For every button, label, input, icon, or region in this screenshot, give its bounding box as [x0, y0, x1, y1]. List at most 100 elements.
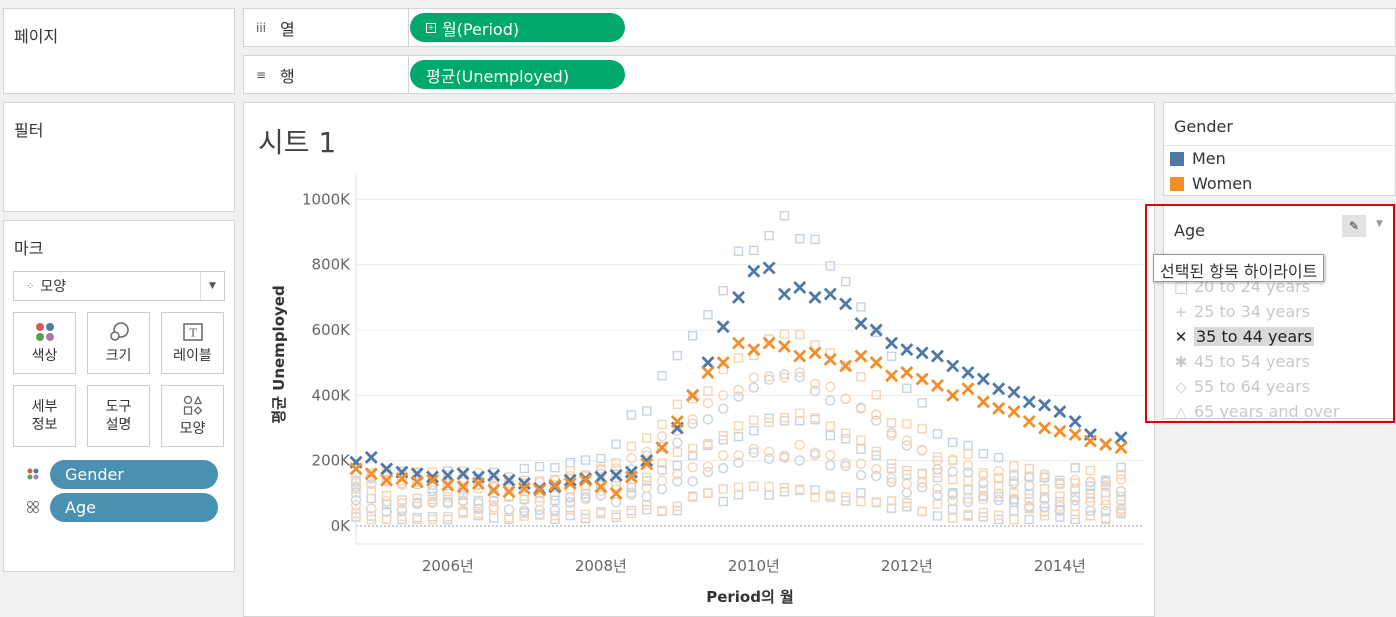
- men-35-44-point[interactable]: [1007, 385, 1021, 399]
- men-35-44-point[interactable]: [456, 467, 470, 481]
- men-35-44-point[interactable]: [426, 470, 439, 484]
- women-35-44-point[interactable]: [961, 382, 975, 396]
- women-35-44-point[interactable]: [456, 480, 470, 494]
- men-35-44-point[interactable]: [930, 349, 944, 363]
- gender-pill[interactable]: Gender: [50, 460, 218, 489]
- women-35-44-point[interactable]: [548, 478, 562, 492]
- women-35-44-point[interactable]: [1068, 428, 1082, 442]
- men-35-44-point[interactable]: [1068, 414, 1082, 428]
- men-35-44-point[interactable]: [732, 290, 746, 304]
- men-35-44-point[interactable]: [502, 473, 516, 487]
- women-35-44-point[interactable]: [762, 336, 776, 350]
- men-35-44-point[interactable]: [777, 287, 791, 301]
- legend-item-35-44[interactable]: ✕ 35 to 44 years: [1174, 327, 1315, 346]
- period-pill[interactable]: + 월(Period): [410, 13, 625, 42]
- men-35-44-point[interactable]: [441, 468, 455, 482]
- men-35-44-point[interactable]: [1114, 431, 1128, 445]
- women-35-44-point[interactable]: [1114, 441, 1128, 455]
- women-35-44-point[interactable]: [655, 441, 669, 455]
- women-35-44-point[interactable]: [854, 349, 868, 363]
- women-35-44-point[interactable]: [793, 349, 807, 363]
- women-35-44-point[interactable]: [609, 486, 623, 500]
- men-35-44-point[interactable]: [976, 372, 990, 386]
- men-35-44-point[interactable]: [701, 356, 715, 370]
- women-35-44-point[interactable]: [885, 369, 899, 383]
- scatter-chart[interactable]: 0K 200K 400K 600K 800K 1000K 2006년 2008년 2010년 20…: [244, 103, 1154, 616]
- size-button[interactable]: 크기: [87, 312, 150, 374]
- women-35-44-point[interactable]: [640, 457, 654, 471]
- legend-item-55-64[interactable]: ◇ 55 to 64 years: [1174, 377, 1310, 396]
- women-35-44-point[interactable]: [946, 388, 960, 402]
- women-35-44-point[interactable]: [563, 477, 577, 491]
- women-35-44-point[interactable]: [686, 388, 700, 402]
- women-35-44-point[interactable]: [1083, 434, 1097, 448]
- men-35-44-point[interactable]: [823, 287, 837, 301]
- women-35-44-point[interactable]: [471, 477, 485, 491]
- tooltip-button[interactable]: 도구 설명: [87, 385, 150, 447]
- women-35-44-point[interactable]: [1022, 414, 1036, 428]
- men-35-44-point[interactable]: [762, 261, 776, 275]
- women-35-44-point[interactable]: [380, 473, 394, 487]
- men-35-44-point[interactable]: [808, 290, 822, 304]
- women-35-44-point[interactable]: [930, 379, 944, 393]
- women-35-44-point[interactable]: [732, 336, 746, 350]
- women-35-44-point[interactable]: [839, 359, 853, 373]
- women-35-44-point[interactable]: [777, 339, 791, 353]
- legend-item-men[interactable]: Men: [1170, 149, 1226, 168]
- legend-item-25-34[interactable]: + 25 to 34 years: [1174, 302, 1310, 321]
- women-35-44-point[interactable]: [823, 352, 837, 366]
- legend-item-women[interactable]: Women: [1170, 174, 1252, 193]
- men-35-44-point[interactable]: [716, 320, 730, 334]
- color-button[interactable]: 색상: [13, 312, 76, 374]
- men-35-44-point[interactable]: [961, 365, 975, 379]
- women-35-44-point[interactable]: [747, 343, 761, 357]
- mark-type-dropdown[interactable]: ⁘ 모양 ▼: [13, 271, 225, 301]
- women-35-44-point[interactable]: [976, 395, 990, 409]
- men-35-44-point[interactable]: [517, 477, 531, 491]
- pages-panel[interactable]: 페이지: [3, 8, 235, 94]
- women-35-44-point[interactable]: [410, 475, 424, 489]
- filters-panel[interactable]: 필터: [3, 102, 235, 212]
- men-35-44-point[interactable]: [594, 470, 608, 484]
- women-35-44-point[interactable]: [395, 472, 409, 486]
- men-35-44-point[interactable]: [869, 323, 883, 337]
- men-35-44-point[interactable]: [793, 281, 807, 295]
- women-35-44-point[interactable]: [716, 356, 730, 370]
- women-35-44-point[interactable]: [364, 467, 378, 481]
- label-button[interactable]: T 레이블: [161, 312, 224, 374]
- women-35-44-point[interactable]: [349, 462, 363, 476]
- women-35-44-point[interactable]: [869, 356, 883, 370]
- men-35-44-point[interactable]: [380, 462, 394, 476]
- men-35-44-point[interactable]: [854, 316, 868, 330]
- women-35-44-point[interactable]: [487, 483, 501, 497]
- men-35-44-point[interactable]: [885, 336, 899, 350]
- men-35-44-point[interactable]: [915, 346, 929, 360]
- men-35-44-point[interactable]: [1053, 405, 1067, 419]
- women-35-44-point[interactable]: [1099, 437, 1113, 451]
- women-35-44-point[interactable]: [624, 470, 638, 484]
- women-35-44-point[interactable]: [1053, 424, 1067, 438]
- columns-shelf[interactable]: iii 열 + 월(Period): [243, 8, 1396, 47]
- rows-shelf[interactable]: ≡ 행 평균(Unemployed): [243, 55, 1396, 94]
- legend-item-65-over[interactable]: △ 65 years and over: [1174, 402, 1339, 418]
- highlight-selected-icon[interactable]: ✎: [1342, 215, 1366, 237]
- shape-button[interactable]: 모양: [161, 385, 224, 447]
- legend-item-45-54[interactable]: ✱ 45 to 54 years: [1174, 352, 1310, 371]
- women-35-44-point[interactable]: [992, 401, 1006, 415]
- men-35-44-point[interactable]: [364, 450, 378, 464]
- men-35-44-point[interactable]: [563, 473, 577, 487]
- expand-icon[interactable]: +: [426, 22, 436, 33]
- men-35-44-point[interactable]: [624, 465, 638, 479]
- women-35-44-point[interactable]: [502, 485, 516, 499]
- chevron-down-icon[interactable]: ▼: [200, 272, 224, 300]
- unemployed-pill[interactable]: 평균(Unemployed): [410, 60, 625, 89]
- men-35-44-point[interactable]: [609, 468, 623, 482]
- women-35-44-point[interactable]: [1007, 405, 1021, 419]
- women-35-44-point[interactable]: [533, 483, 547, 497]
- men-35-44-point[interactable]: [1038, 398, 1052, 412]
- women-35-44-point[interactable]: [808, 346, 822, 360]
- men-35-44-point[interactable]: [1022, 395, 1036, 409]
- men-35-44-point[interactable]: [992, 382, 1006, 396]
- women-35-44-point[interactable]: [426, 473, 439, 487]
- men-35-44-point[interactable]: [747, 264, 761, 278]
